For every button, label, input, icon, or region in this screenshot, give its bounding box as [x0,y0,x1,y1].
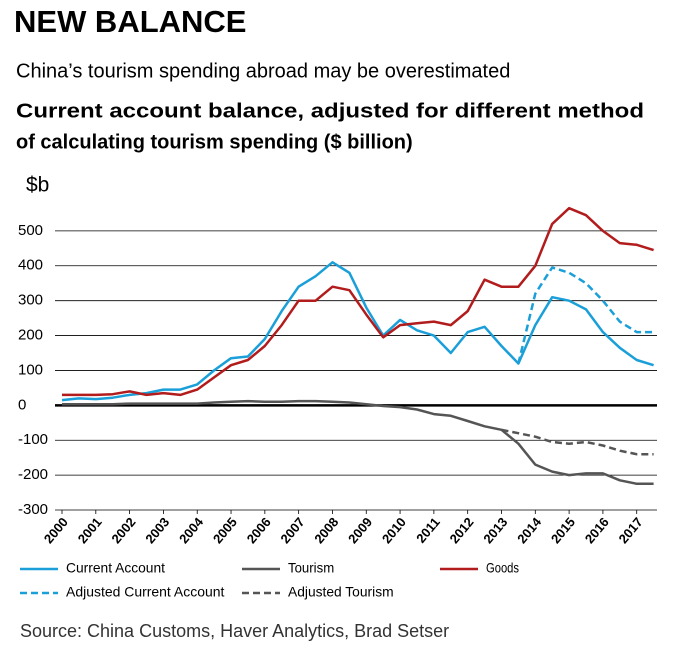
x-tick-label: 2002 [108,514,138,546]
x-tick-label: 2009 [345,514,375,546]
x-tick-label: 2014 [514,514,545,546]
series-line [61,261,654,402]
x-tick-label: 2008 [311,514,341,546]
y-tick-label: 300 [18,292,43,309]
x-tick-label: 2010 [379,514,409,546]
y-tick-label: 500 [18,222,43,239]
source: Source: China Customs, Haver Analytics, … [20,621,449,641]
legend-label: Tourism [288,560,334,576]
y-tick-label: -100 [18,431,48,448]
legend-label: Adjusted Current Account [66,584,225,600]
subtitle: China’s tourism spending abroad may be o… [16,60,510,82]
x-tick-label: 2016 [582,514,612,546]
y-tick-label: 100 [18,361,43,378]
chart-title: Current account balance, adjusted for di… [16,100,644,122]
y-tick-label: 400 [18,257,43,274]
x-tick-label: 2012 [447,514,477,546]
legend-label: Goods [486,560,519,576]
y-tick-label: 0 [18,396,26,413]
series-line [62,399,654,486]
x-tick-label: 2003 [142,514,172,546]
x-tick-label: 2001 [75,514,105,546]
legend-label: Adjusted Tourism [288,584,394,600]
kicker: NEW BALANCE [14,4,247,39]
x-tick-label: 2017 [616,514,646,546]
x-tick-label: 2000 [41,514,71,546]
chart-title: of calculating tourism spending ($ billi… [16,131,413,153]
x-tick-label: 2005 [210,514,240,546]
y-tick-label: 200 [18,327,43,344]
x-tick-label: 2004 [176,514,207,546]
x-tick-label: 2015 [548,514,578,546]
x-tick-label: 2007 [277,514,307,546]
legend-label: Current Account [66,560,165,576]
series-line [62,206,654,397]
y-axis-label: $b [26,174,49,197]
series-line [517,266,654,364]
x-tick-label: 2013 [480,514,510,546]
x-tick-label: 2006 [244,514,274,546]
series-line [501,428,654,456]
y-tick-label: -300 [18,501,48,518]
y-tick-label: -200 [18,466,48,483]
x-tick-label: 2011 [413,514,443,545]
